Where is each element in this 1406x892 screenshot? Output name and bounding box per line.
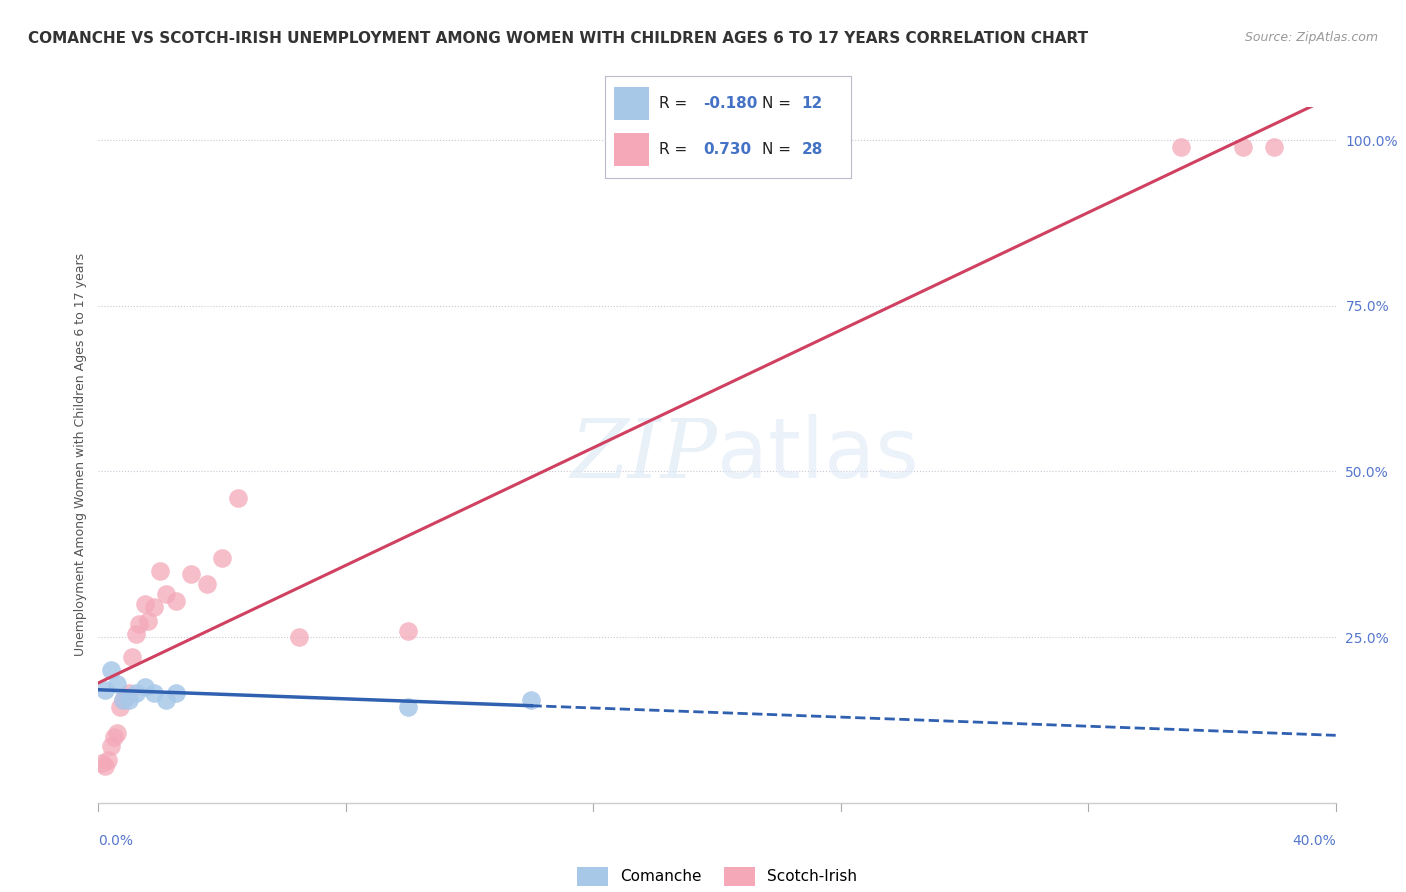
Point xyxy=(93,759,115,773)
Point xyxy=(155,693,177,707)
Point xyxy=(100,663,122,677)
Point xyxy=(396,699,419,714)
Text: ZIP: ZIP xyxy=(571,415,717,495)
Point xyxy=(1170,140,1192,154)
Point xyxy=(115,690,138,704)
Text: 0.730: 0.730 xyxy=(703,142,751,157)
Text: Source: ZipAtlas.com: Source: ZipAtlas.com xyxy=(1244,31,1378,45)
Text: 12: 12 xyxy=(801,96,823,111)
Point xyxy=(90,756,112,770)
Point xyxy=(149,564,172,578)
Bar xyxy=(614,133,650,166)
Text: R =: R = xyxy=(658,96,692,111)
Y-axis label: Unemployment Among Women with Children Ages 6 to 17 years: Unemployment Among Women with Children A… xyxy=(75,253,87,657)
Text: COMANCHE VS SCOTCH-IRISH UNEMPLOYMENT AMONG WOMEN WITH CHILDREN AGES 6 TO 17 YEA: COMANCHE VS SCOTCH-IRISH UNEMPLOYMENT AM… xyxy=(28,31,1088,46)
Point xyxy=(124,627,146,641)
Point xyxy=(155,587,177,601)
Text: N =: N = xyxy=(762,142,796,157)
Text: N =: N = xyxy=(762,96,796,111)
Point xyxy=(108,699,131,714)
Point xyxy=(396,624,419,638)
Text: 28: 28 xyxy=(801,142,823,157)
Point xyxy=(180,567,202,582)
Point xyxy=(128,616,150,631)
Point xyxy=(195,577,218,591)
Point xyxy=(1232,140,1254,154)
Point xyxy=(520,693,543,707)
Point xyxy=(105,676,128,690)
Bar xyxy=(614,87,650,120)
Point xyxy=(97,753,120,767)
Point xyxy=(165,686,187,700)
Point xyxy=(165,593,187,607)
Text: -0.180: -0.180 xyxy=(703,96,758,111)
Text: R =: R = xyxy=(658,142,692,157)
Point xyxy=(118,686,141,700)
Text: 40.0%: 40.0% xyxy=(1292,834,1336,848)
Point xyxy=(1263,140,1285,154)
Point xyxy=(143,686,166,700)
Point xyxy=(136,614,159,628)
Point xyxy=(112,693,135,707)
Point xyxy=(121,650,143,665)
Point xyxy=(112,693,135,707)
Point xyxy=(134,597,156,611)
Point xyxy=(211,550,233,565)
Point xyxy=(118,693,141,707)
Legend: Comanche, Scotch-Irish: Comanche, Scotch-Irish xyxy=(576,867,858,886)
Point xyxy=(124,686,146,700)
Text: atlas: atlas xyxy=(717,415,918,495)
Point xyxy=(103,730,125,744)
Point xyxy=(226,491,249,505)
Point xyxy=(100,739,122,754)
Point xyxy=(288,630,311,644)
Point xyxy=(143,600,166,615)
Point xyxy=(134,680,156,694)
Text: 0.0%: 0.0% xyxy=(98,834,134,848)
Point xyxy=(93,683,115,698)
Point xyxy=(105,726,128,740)
